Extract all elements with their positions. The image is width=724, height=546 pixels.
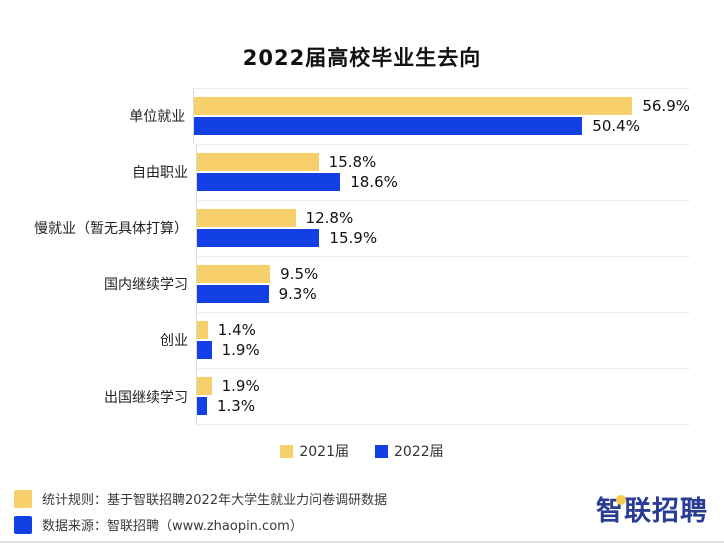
bar-2021届 [197, 377, 212, 395]
bar-2021届 [194, 97, 633, 115]
bar-2021届 [197, 265, 271, 283]
bar-value-label: 15.9% [329, 229, 378, 247]
legend-swatch-2022 [375, 444, 388, 458]
bar-line-2022届: 1.9% [197, 341, 690, 359]
category-label: 出国继续学习 [104, 389, 188, 406]
bar-value-label: 1.3% [217, 397, 256, 415]
legend-label-2022: 2022届 [394, 444, 444, 460]
category-label: 慢就业（暂无具体打算） [34, 221, 188, 237]
bar-value-label: 9.5% [280, 265, 319, 283]
logo-first-char: 智 [596, 495, 626, 527]
legend-swatch-2021 [280, 444, 294, 458]
source-line-rules: 统计规则：基于智联招聘2022年大学生就业力问卷调研数据 [14, 489, 387, 508]
logo-yellow-dot-icon [616, 495, 626, 505]
bar-line-2021届: 56.9% [194, 97, 690, 115]
bar-line-2021届: 15.8% [197, 153, 690, 171]
bar-2021届 [197, 153, 319, 171]
source-line-origin: 数据来源：智联招聘（www.zhaopin.com） [14, 515, 387, 534]
bar-2022届 [194, 117, 583, 135]
yellow-square-icon [14, 489, 32, 508]
chart-row: 创业 1.4% 1.9% [0, 312, 724, 368]
blue-square-icon [14, 515, 32, 534]
bar-value-label: 1.9% [221, 377, 260, 395]
bar-line-2022届: 15.9% [197, 229, 690, 247]
source-notes: 统计规则：基于智联招聘2022年大学生就业力问卷调研数据 数据来源：智联招聘（w… [14, 489, 387, 534]
bar-value-label: 12.8% [305, 209, 354, 227]
bar-2021届 [197, 209, 296, 227]
chart-title: 2022届高校毕业生去向 [242, 46, 482, 70]
bar-2022届 [197, 341, 212, 359]
bar-line-2021届: 9.5% [197, 265, 690, 283]
bar-value-label: 56.9% [642, 97, 690, 115]
logo-rest-chars: 联招聘 [624, 496, 708, 527]
category-bars: 12.8% 15.9% [196, 200, 690, 256]
bar-line-2022届: 1.3% [197, 397, 690, 415]
source-origin-text: 数据来源：智联招聘（www.zhaopin.com） [42, 519, 303, 534]
bar-2021届 [197, 321, 208, 339]
bar-line-2021届: 1.9% [197, 377, 690, 395]
chart: 单位就业 56.9% 50.4% 自由职业 15.8% 18.6% 慢就业（暂无具体打算） 1… [0, 88, 724, 425]
bar-value-label: 9.3% [278, 285, 317, 303]
bar-value-label: 50.4% [592, 117, 640, 135]
chart-row: 出国继续学习 1.9% 1.3% [0, 368, 724, 425]
legend-item-2022: 2022届 [375, 441, 444, 461]
bar-line-2022届: 18.6% [197, 173, 690, 191]
chart-row: 慢就业（暂无具体打算） 12.8% 15.9% [0, 200, 724, 256]
bar-line-2022届: 50.4% [194, 117, 690, 135]
legend-label-2021: 2021届 [299, 444, 349, 460]
chart-row: 自由职业 15.8% 18.6% [0, 144, 724, 200]
category-bars: 15.8% 18.6% [196, 144, 690, 200]
bar-line-2021届: 12.8% [197, 209, 690, 227]
category-bars: 1.9% 1.3% [196, 368, 690, 425]
category-label: 单位就业 [129, 109, 186, 125]
source-rules-text: 统计规则：基于智联招聘2022年大学生就业力问卷调研数据 [42, 493, 388, 508]
bar-value-label: 15.8% [328, 153, 377, 171]
bar-value-label: 1.9% [221, 341, 260, 359]
bar-value-label: 1.4% [217, 321, 256, 339]
bar-2022届 [197, 285, 269, 303]
bar-value-label: 18.6% [350, 173, 398, 191]
legend-item-2021: 2021届 [280, 441, 349, 461]
bar-line-2021届: 1.4% [197, 321, 690, 339]
bottom-divider [0, 541, 724, 543]
bar-2022届 [197, 397, 207, 415]
category-label: 国内继续学习 [104, 277, 188, 293]
category-label: 创业 [160, 333, 188, 349]
legend: 2021届 2022届 [0, 441, 724, 461]
bar-2022届 [197, 173, 341, 191]
chart-row: 单位就业 56.9% 50.4% [0, 88, 724, 144]
zhaopin-logo: 智 联招聘 [596, 495, 708, 527]
category-bars: 1.4% 1.9% [196, 312, 690, 368]
chart-row: 国内继续学习 9.5% 9.3% [0, 256, 724, 312]
category-bars: 9.5% 9.3% [196, 256, 690, 312]
category-bars: 56.9% 50.4% [193, 88, 690, 144]
category-label: 自由职业 [132, 165, 188, 181]
bar-2022届 [197, 229, 320, 247]
footer: 统计规则：基于智联招聘2022年大学生就业力问卷调研数据 数据来源：智联招聘（w… [14, 489, 708, 534]
bar-line-2022届: 9.3% [197, 285, 690, 303]
